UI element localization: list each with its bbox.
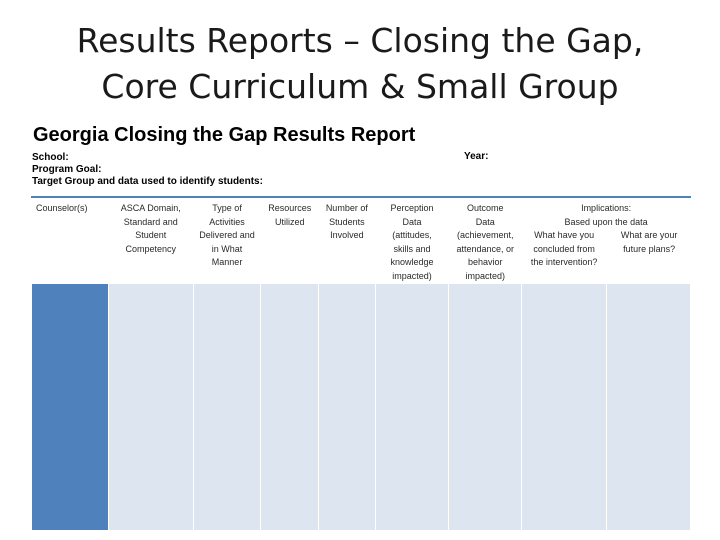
header-label: ASCA Domain, Standard and Student Compet…: [120, 203, 181, 254]
header-label: Outcome Data (achievement, attendance, o…: [456, 203, 515, 281]
header-label: Counselor(s): [36, 203, 88, 213]
entry-cell-future-plans[interactable]: [606, 283, 691, 531]
report-title: Georgia Closing the Gap Results Report: [33, 124, 416, 146]
slide-title-line-2: Core Curriculum & Small Group: [101, 67, 619, 106]
entry-cell-concluded[interactable]: [521, 283, 608, 531]
entry-cell-counselors[interactable]: [31, 283, 109, 531]
header-cell-asca-domain: ASCA Domain, Standard and Student Compet…: [107, 196, 194, 284]
entry-cell-asca-domain[interactable]: [107, 283, 194, 531]
header-cell-implications: Implications: Based upon the data What h…: [521, 196, 691, 284]
header-cell-number-of-students: Number of Students Involved: [318, 196, 376, 284]
year-label: Year:: [464, 151, 489, 162]
school-label: School:: [32, 152, 69, 163]
program-goal-label: Program Goal:: [32, 164, 102, 175]
header-label: Number of Students Involved: [325, 203, 368, 240]
header-cell-resources: Resources Utilized: [260, 196, 320, 284]
header-label: Type of Activities Delivered and in What…: [199, 203, 255, 267]
slide-title-line-1: Results Reports – Closing the Gap,: [76, 21, 644, 60]
results-report-table: Counselor(s) ASCA Domain, Standard and S…: [31, 196, 691, 531]
target-group-label: Target Group and data used to identify s…: [32, 176, 263, 187]
implications-title: Implications: Based upon the data: [564, 203, 648, 227]
entry-cell-outcome-data[interactable]: [448, 283, 523, 531]
entry-row: [31, 283, 691, 531]
header-row: Counselor(s) ASCA Domain, Standard and S…: [31, 196, 691, 284]
slide-title: Results Reports – Closing the Gap, Core …: [0, 18, 720, 110]
implications-question-concluded: What have you concluded from the interve…: [530, 230, 598, 267]
entry-cell-resources[interactable]: [260, 283, 320, 531]
implications-question-future-plans: What are your future plans?: [620, 230, 678, 254]
header-cell-activities: Type of Activities Delivered and in What…: [192, 196, 262, 284]
entry-cell-perception-data[interactable]: [374, 283, 450, 531]
entry-cell-activities[interactable]: [192, 283, 262, 531]
header-label: Resources Utilized: [268, 203, 312, 227]
header-cell-perception-data: Perception Data (attitudes, skills and k…: [374, 196, 450, 284]
header-label: Perception Data (attitudes, skills and k…: [390, 203, 434, 281]
header-cell-outcome-data: Outcome Data (achievement, attendance, o…: [448, 196, 523, 284]
header-cell-counselors: Counselor(s): [31, 196, 109, 284]
entry-cell-number-of-students[interactable]: [318, 283, 376, 531]
